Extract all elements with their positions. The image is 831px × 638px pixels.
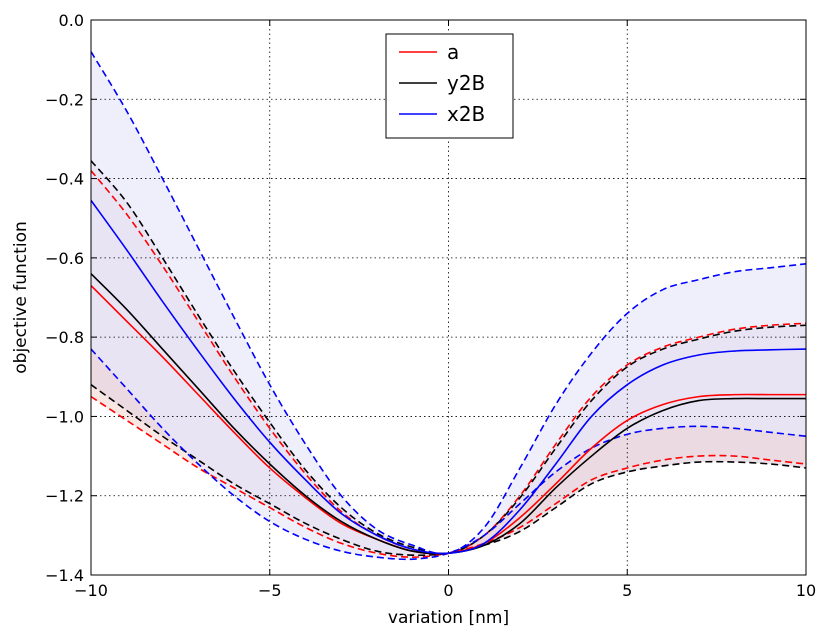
line-y2b-lower bbox=[90, 384, 807, 557]
band-x2b bbox=[91, 51, 806, 560]
y-tick-label: −1.4 bbox=[45, 566, 84, 585]
tick-marks bbox=[90, 19, 807, 576]
legend: a y2B x2B bbox=[385, 33, 514, 139]
y-tick-label: −0.8 bbox=[45, 328, 84, 347]
y-tick-label: 0.0 bbox=[59, 11, 84, 30]
x-tick-label: 5 bbox=[622, 581, 632, 600]
x-tick-label: −10 bbox=[74, 581, 108, 600]
y-tick-label: −1.0 bbox=[45, 407, 84, 426]
y-tick-label: −0.4 bbox=[45, 170, 84, 189]
x-tick-label: 0 bbox=[443, 581, 453, 600]
legend-label-x2b: x2B bbox=[447, 102, 485, 126]
y-axis-label: objective function bbox=[11, 221, 31, 373]
y-tick-labels: 0.0 −0.2 −0.4 −0.6 −0.8 −1.0 −1.2 −1.4 bbox=[45, 11, 84, 585]
y-tick-label: −0.6 bbox=[45, 249, 84, 268]
x-tick-labels: −10 −5 0 5 10 bbox=[74, 581, 816, 600]
series-lines bbox=[90, 51, 807, 561]
x-tick-label: −5 bbox=[258, 581, 282, 600]
line-x2b-mean bbox=[90, 199, 807, 555]
y-tick-label: −0.2 bbox=[45, 90, 84, 109]
y-tick-label: −1.2 bbox=[45, 487, 84, 506]
x-tick-label: 10 bbox=[796, 581, 816, 600]
legend-label-a: a bbox=[447, 40, 459, 64]
legend-label-y2b: y2B bbox=[447, 71, 485, 95]
x-axis-label: variation [nm] bbox=[388, 608, 509, 628]
